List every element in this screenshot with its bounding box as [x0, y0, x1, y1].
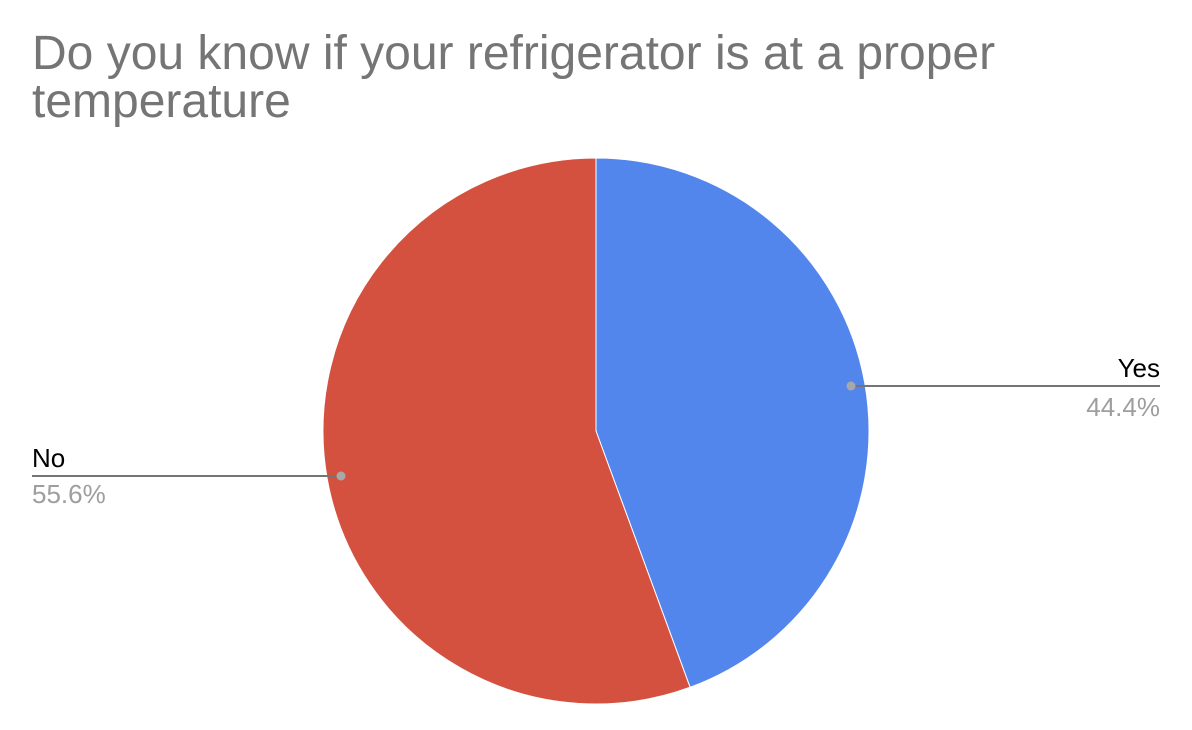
leader-dot-no [336, 471, 346, 481]
slice-value-yes: 44.4% [1086, 392, 1160, 422]
pie-slice-yes [595, 157, 870, 688]
slice-label-no: No [32, 443, 65, 473]
slice-label-yes: Yes [1118, 353, 1160, 383]
leader-dot-yes [846, 381, 856, 391]
pie-slice-no [322, 157, 691, 705]
slice-value-no: 55.6% [32, 479, 106, 509]
chart-title: Do you know if your refrigerator is at a… [32, 27, 996, 128]
